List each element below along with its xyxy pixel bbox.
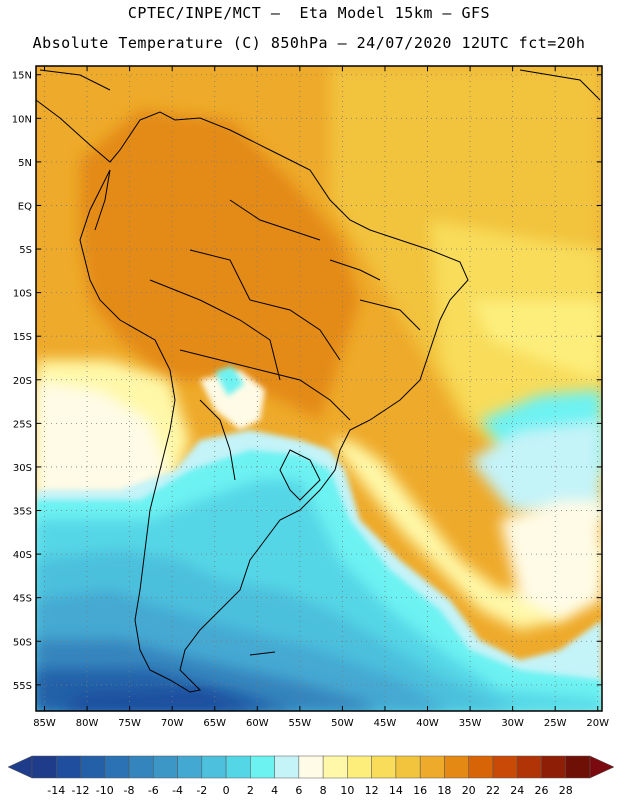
colorbar-label: 18 — [437, 784, 451, 797]
colorbar-label: 6 — [295, 784, 302, 797]
lat-label: 5S — [19, 245, 32, 256]
colorbar-label: 26 — [534, 784, 548, 797]
colorbar-label: 12 — [365, 784, 379, 797]
lat-label: 15S — [13, 332, 32, 343]
colorbar-label: 22 — [486, 784, 500, 797]
lon-label: 25W — [544, 718, 567, 729]
lat-label: 30S — [13, 463, 32, 474]
colorbar-swatch — [250, 755, 275, 779]
colorbar-label: 28 — [559, 784, 573, 797]
colorbar-label: 16 — [413, 784, 427, 797]
lon-label: 45W — [374, 718, 397, 729]
colorbar-swatch — [419, 755, 445, 779]
colorbar-label: -10 — [96, 784, 114, 797]
lat-label: 20S — [13, 376, 32, 387]
colorbar-swatch — [225, 755, 251, 779]
lat-label: 55S — [13, 681, 32, 692]
lon-label: 55W — [289, 718, 312, 729]
lon-label: 75W — [118, 718, 141, 729]
colorbar-over-arrow — [589, 755, 615, 779]
lat-label: 15N — [12, 71, 32, 82]
colorbar-swatch — [31, 755, 57, 779]
map-title: CPTEC/INPE/MCT – Eta Model 15km – GFS — [127, 4, 491, 22]
colorbar-swatch — [468, 755, 494, 779]
plot-frame — [35, 65, 603, 712]
lat-label: 35S — [13, 507, 32, 518]
colorbar-swatch — [371, 755, 397, 779]
colorbar-swatch — [128, 755, 154, 779]
colorbar-label: -4 — [172, 784, 183, 797]
colorbar-swatch — [541, 755, 566, 779]
lat-label: 10S — [13, 289, 32, 300]
colorbar-label: 14 — [389, 784, 403, 797]
coastlines — [36, 69, 601, 693]
lon-label: 70W — [161, 718, 184, 729]
colorbar-label: 20 — [462, 784, 476, 797]
lat-label: EQ — [18, 201, 32, 212]
lon-label: 80W — [76, 718, 99, 729]
colorbar-label: -6 — [148, 784, 159, 797]
colorbar-swatch — [153, 755, 178, 779]
colorbar-swatch — [444, 755, 469, 779]
lon-label: 65W — [203, 718, 226, 729]
colorbar-swatch — [347, 755, 372, 779]
lon-label: 85W — [33, 718, 56, 729]
colorbar-swatch — [201, 755, 227, 779]
colorbar-under-arrow — [7, 755, 33, 779]
colorbar-label: 4 — [271, 784, 278, 797]
colorbar-label: -2 — [196, 784, 207, 797]
lat-label: 5N — [18, 158, 32, 169]
colorbar-swatch — [565, 755, 591, 779]
lat-label: 40S — [13, 550, 32, 561]
lat-label: 50S — [13, 637, 32, 648]
lon-label: 20W — [586, 718, 609, 729]
colorbar-swatch — [322, 755, 348, 779]
latitude-axis: 15N 10N 5N EQ 5S 10S 15S 20S 25S 30S 35S 40S 45S 50S 5… — [12, 71, 602, 692]
map-subtitle: Absolute Temperature (C) 850hPa – 24/07/… — [32, 34, 586, 52]
temperature-field — [36, 66, 602, 711]
colorbar-swatch — [395, 755, 421, 779]
lon-label: 50W — [331, 718, 354, 729]
lat-label: 25S — [13, 419, 32, 430]
colorbar-label: 0 — [223, 784, 230, 797]
colorbar-label: 10 — [340, 784, 354, 797]
colorbar-label: -8 — [124, 784, 135, 797]
lon-label: 30W — [501, 718, 524, 729]
colorbar-label: 8 — [320, 784, 327, 797]
colorbar-swatch — [104, 755, 130, 779]
lon-label: 60W — [246, 718, 269, 729]
colorbar-label: 2 — [247, 784, 254, 797]
lon-label: 40W — [416, 718, 439, 729]
lat-label: 10N — [12, 114, 32, 125]
colorbar-swatch — [492, 755, 518, 779]
colorbar-label: -12 — [72, 784, 90, 797]
colorbar-swatch — [516, 755, 542, 779]
longitude-axis: 85W 80W 75W 70W 65W 60W 55W 50W 45W 40W 35W 30W 25W 2… — [33, 66, 609, 729]
lon-label: 35W — [459, 718, 482, 729]
lat-label: 45S — [13, 594, 32, 605]
colorbar: -14 -12 -10 -8 -6 -4 -2 0 2 4 6 8 10 12 14 16 18 20 22 24 26… — [7, 755, 615, 797]
colorbar-swatch — [56, 755, 81, 779]
colorbar-swatch — [177, 755, 203, 779]
colorbar-label: -14 — [47, 784, 65, 797]
colorbar-swatch — [298, 755, 324, 779]
colorbar-swatch — [80, 755, 106, 779]
colorbar-swatch — [274, 755, 300, 779]
colorbar-label: 24 — [510, 784, 524, 797]
